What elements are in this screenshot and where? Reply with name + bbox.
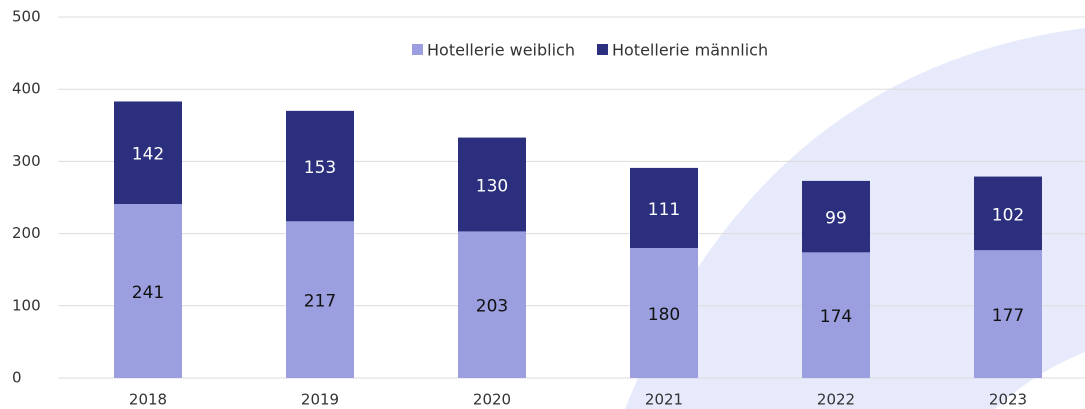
x-tick-label: 2018 <box>129 391 167 409</box>
bar-segment <box>458 137 526 232</box>
background-decoration <box>995 352 1085 409</box>
bar-segment <box>802 180 870 253</box>
y-tick-label: 0 <box>12 369 22 387</box>
x-tick-label: 2023 <box>989 391 1027 409</box>
value-label: 102 <box>992 205 1024 225</box>
bar-segment <box>630 248 698 378</box>
bar-segment <box>974 176 1042 251</box>
y-tick-label: 100 <box>12 296 41 314</box>
value-label: 99 <box>825 209 847 229</box>
x-tick-label: 2021 <box>645 391 683 409</box>
bar-segment <box>114 203 182 378</box>
value-label: 174 <box>820 307 852 327</box>
bar-segment <box>802 252 870 378</box>
bar-segment <box>286 110 354 222</box>
value-label: 180 <box>648 305 680 325</box>
value-label: 203 <box>476 297 508 317</box>
bar-segment <box>630 167 698 249</box>
value-label: 153 <box>304 158 336 178</box>
value-label: 111 <box>648 200 680 220</box>
legend-label: Hotellerie weiblich <box>427 41 575 60</box>
y-tick-label: 400 <box>12 80 41 98</box>
x-tick-label: 2022 <box>817 391 855 409</box>
value-label: 241 <box>132 283 164 303</box>
bar-segment <box>286 221 354 378</box>
legend-swatch <box>596 44 608 55</box>
legend-swatch <box>412 44 423 55</box>
x-tick-label: 2020 <box>473 391 511 409</box>
legend-label: Hotellerie männlich <box>612 41 768 60</box>
value-label: 217 <box>304 292 336 312</box>
y-tick-label: 300 <box>12 152 41 170</box>
bar-segment <box>458 231 526 378</box>
value-label: 142 <box>132 145 164 165</box>
y-tick-label: 500 <box>12 8 41 26</box>
bar-segment <box>974 250 1042 378</box>
value-label: 130 <box>476 177 508 197</box>
y-tick-label: 200 <box>12 224 41 242</box>
bar-segment <box>114 101 182 204</box>
x-tick-label: 2019 <box>301 391 339 409</box>
value-label: 177 <box>992 306 1024 326</box>
